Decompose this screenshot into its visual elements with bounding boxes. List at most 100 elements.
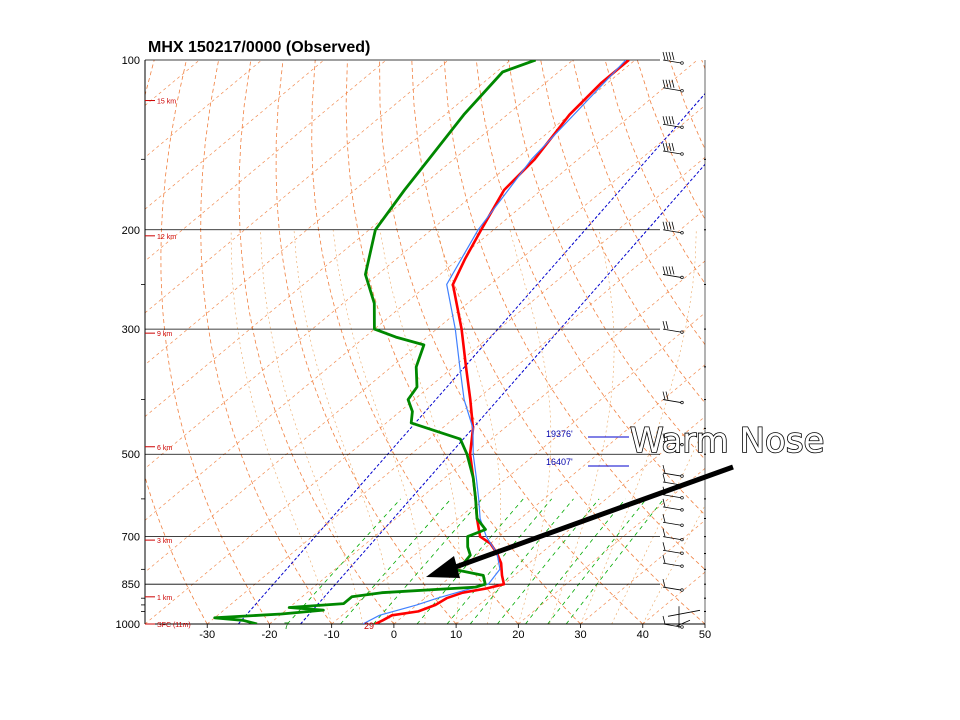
wind-barb <box>662 514 684 527</box>
wind-barb-staff <box>662 328 682 333</box>
wind-barb-dot <box>680 474 684 478</box>
wind-barb-flag <box>662 514 666 523</box>
dry-adiabat-line <box>863 60 960 624</box>
wind-barb-flag <box>662 542 666 551</box>
temperature-tick-label: -20 <box>261 629 277 641</box>
wind-barb-staff <box>662 549 682 554</box>
wind-barb-flag <box>662 578 666 588</box>
wind-barb-staff <box>662 494 682 499</box>
isotherm-line <box>206 208 705 624</box>
dry-adiabat-line <box>508 60 705 460</box>
wind-barb-flag <box>662 498 666 508</box>
wind-barbs <box>662 51 706 629</box>
wind-barb-flag <box>662 266 666 275</box>
wind-barb <box>662 266 684 280</box>
pressure-tick-label: 500 <box>122 449 140 461</box>
wind-barb-flag <box>668 142 672 152</box>
wind-barb-dot <box>680 523 684 527</box>
dry-adiabat-line <box>636 60 705 220</box>
pressure-tick-label: 200 <box>122 225 140 237</box>
isotherm-line <box>145 156 705 624</box>
dry-adiabat-line <box>540 60 705 404</box>
wind-barb-flag <box>668 51 672 61</box>
dry-adiabat-line <box>275 60 457 624</box>
wind-barb-staff <box>662 229 682 234</box>
wind-barb-flag <box>662 528 666 537</box>
wind-barb-dot <box>680 61 684 65</box>
height-label: 6 km <box>157 445 172 452</box>
mixing-ratio-line <box>565 498 665 624</box>
wind-barb-dot <box>680 231 684 235</box>
labels-layer: 100 200 300 500 700 850 1000 -30 -20 -10 0 10 20 30 40… <box>116 55 712 641</box>
surface-temperature-value: 29 <box>364 621 374 631</box>
temperature-tick-label: 30 <box>574 629 586 641</box>
dry-adiabat-line <box>734 60 960 624</box>
isotherm-line <box>642 571 705 624</box>
isotherm-line <box>704 623 705 624</box>
isotherm-line <box>269 260 705 624</box>
wind-barb-dot <box>680 400 684 405</box>
mixing-ratio-line <box>525 498 626 624</box>
adiabats-layer <box>0 60 960 624</box>
wind-barb-flag <box>668 221 672 230</box>
dry-adiabat-line <box>443 60 705 571</box>
wind-barb <box>662 142 684 156</box>
pressure-tick-label: 1000 <box>116 619 140 631</box>
wind-barb-flag <box>668 79 672 88</box>
pressure-tick-label: 850 <box>122 579 140 591</box>
moist-adiabat-line <box>549 229 615 624</box>
wind-barb-flag <box>671 116 675 125</box>
wind-barb-flag <box>662 142 666 152</box>
mixing-ratio-line <box>497 498 600 624</box>
isotherm-line <box>145 60 387 262</box>
wind-barb-dot <box>680 564 684 568</box>
wind-barb-flag <box>662 320 666 330</box>
wind-barb-flag <box>665 142 669 152</box>
wind-barb-dot <box>680 443 684 447</box>
dry-adiabat-line <box>200 60 333 624</box>
wind-barb-staff <box>662 87 682 92</box>
dry-adiabat-line <box>798 60 960 624</box>
mixing-ratio-line <box>373 498 483 624</box>
isotherm-line <box>518 467 705 624</box>
wind-barb-dot <box>680 152 684 156</box>
surface-dewpoint-value: 7 <box>284 621 289 631</box>
wind-barb <box>662 464 684 478</box>
height-label: 3 km <box>157 538 172 545</box>
dry-adiabat-line <box>160 60 270 624</box>
wind-barb-flag <box>665 79 669 88</box>
wind-barb <box>662 320 684 334</box>
dry-adiabat-line <box>831 60 960 624</box>
wind-barb <box>662 116 684 129</box>
wind-barb-flag <box>665 51 669 61</box>
pressure-tick-label: 700 <box>122 532 140 544</box>
isotherm-line <box>0 60 137 624</box>
wind-barb-dot <box>680 330 684 334</box>
wind-barb-staff <box>662 441 682 446</box>
temperature-tick-label: 50 <box>699 629 711 641</box>
wind-barb-flag <box>671 221 675 230</box>
dry-adiabat-line <box>345 60 581 624</box>
pressure-tick-label: 100 <box>122 55 140 67</box>
wind-barb <box>662 498 684 512</box>
moist-adiabat-line <box>580 229 697 624</box>
moist-adiabat-line <box>509 229 552 624</box>
wind-barb <box>662 221 684 235</box>
profiles-layer <box>213 60 630 624</box>
isotherm-line <box>145 60 511 366</box>
wind-barb-dot <box>680 625 684 629</box>
wind-barb-staff <box>662 59 682 64</box>
moist-adiabat-line <box>293 229 395 624</box>
wind-barb-staff <box>662 274 682 278</box>
isotherm-line <box>455 416 705 624</box>
wind-barb-dot <box>680 508 684 512</box>
moist-adiabat-line <box>230 229 332 624</box>
dry-adiabat-line <box>238 60 395 624</box>
wind-barb-dot <box>680 275 684 280</box>
wind-barb-staff <box>662 472 682 477</box>
wind-barb-staff <box>662 623 682 628</box>
isotherm-line <box>580 519 705 624</box>
wind-barb-flag <box>671 142 675 152</box>
wind-barb <box>662 555 684 568</box>
